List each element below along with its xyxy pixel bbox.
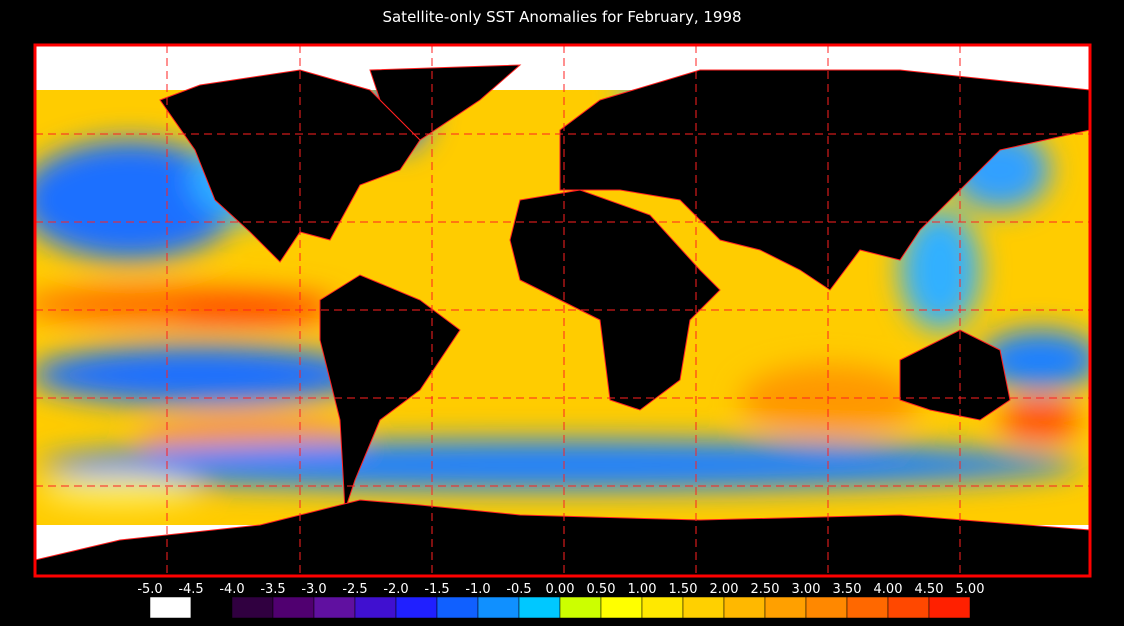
antarctica	[35, 499, 1090, 576]
colorbar-tick-label: -1.0	[465, 582, 490, 597]
colorbar-swatch	[231, 596, 274, 619]
colorbar-swatch	[354, 596, 397, 619]
colorbar-tick-label: 1.00	[628, 582, 657, 597]
australia	[899, 329, 1011, 421]
colorbar: -5.0 -4.5 -4.0 -3.5 -3.0 -2.5 -2.0 -1.5 -1.0 -0.5…	[137, 582, 985, 619]
colorbar-swatch	[518, 596, 561, 619]
colorbar-tick-label: 0.00	[546, 582, 575, 597]
colorbar-tick-label: -3.5	[260, 582, 285, 597]
colorbar-tick-label: 3.50	[833, 582, 862, 597]
colorbar-swatch	[764, 596, 807, 619]
colorbar-tick-label: 1.50	[669, 582, 698, 597]
colorbar-swatch	[887, 596, 930, 619]
colorbar-swatch	[641, 596, 684, 619]
colorbar-swatch	[682, 596, 725, 619]
title: Satellite-only SST Anomalies for Februar…	[382, 8, 741, 26]
colorbar-swatch	[723, 596, 766, 619]
colorbar-tick-label: 5.00	[956, 582, 985, 597]
eurasia	[559, 69, 1090, 291]
colorbar-tick-label: -1.5	[424, 582, 449, 597]
colorbar-swatch	[846, 596, 889, 619]
map-frame	[33, 43, 1092, 578]
map	[35, 45, 1090, 576]
colorbar-swatch	[313, 596, 356, 619]
colorbar-tick-label: -5.0	[137, 582, 162, 597]
colorbar-tick-label: 0.50	[587, 582, 616, 597]
colorbar-tick-label: -4.0	[219, 582, 244, 597]
colorbar-swatch	[436, 596, 479, 619]
colorbar-tick-label: -3.0	[301, 582, 326, 597]
colorbar-swatch	[805, 596, 848, 619]
colorbar-tick-label: 2.50	[751, 582, 780, 597]
colorbar-tick-label: 4.00	[874, 582, 903, 597]
colorbar-swatch	[149, 596, 192, 619]
africa	[509, 189, 721, 411]
colorbar-tick-label: -2.5	[342, 582, 367, 597]
colorbar-tick-label: 4.50	[915, 582, 944, 597]
colorbar-tick-label: 2.00	[710, 582, 739, 597]
colorbar-tick-label: 3.00	[792, 582, 821, 597]
colorbar-swatch	[559, 596, 602, 619]
colorbar-swatch	[190, 596, 233, 619]
greenland	[369, 64, 522, 141]
colorbar-swatch	[395, 596, 438, 619]
north-america	[159, 69, 421, 263]
landmasses	[35, 64, 1090, 576]
colorbar-swatch	[600, 596, 643, 619]
colorbar-tick-label: -0.5	[506, 582, 531, 597]
graticule	[35, 45, 1090, 576]
colorbar-tick-label: -2.0	[383, 582, 408, 597]
colorbar-swatch	[477, 596, 520, 619]
colorbar-tick-label: -4.5	[178, 582, 203, 597]
colorbar-swatch	[272, 596, 315, 619]
colorbar-swatch	[928, 596, 971, 619]
south-america	[319, 274, 461, 511]
